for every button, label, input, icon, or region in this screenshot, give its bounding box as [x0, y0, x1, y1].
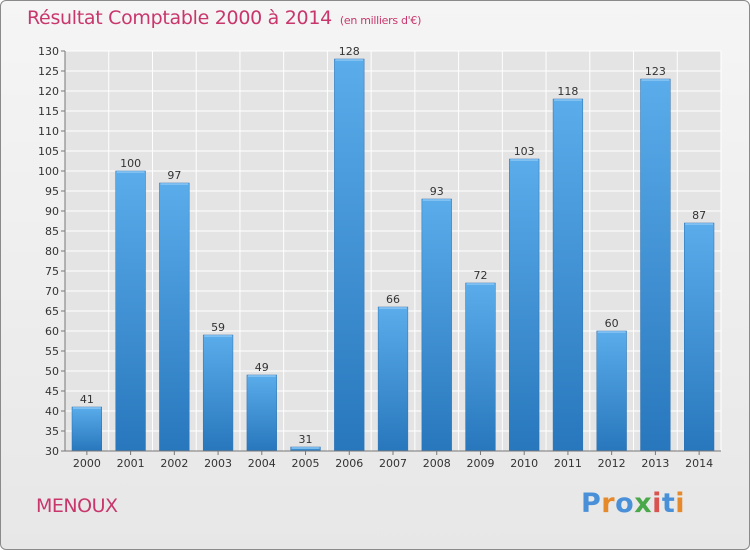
- x-tick-label-2002: 2002: [160, 457, 188, 470]
- value-label-2014: 87: [692, 209, 706, 222]
- value-label-2013: 123: [645, 65, 666, 78]
- bar-2012: [596, 330, 627, 452]
- x-tick-label-2010: 2010: [510, 457, 538, 470]
- chart-title: Résultat Comptable 2000 à 2014 (en millie…: [27, 7, 421, 29]
- x-tick-label-2013: 2013: [641, 457, 669, 470]
- bar-2000: [71, 406, 102, 452]
- bar-2003: [202, 334, 234, 452]
- y-tick-label-90: 90: [45, 205, 59, 218]
- y-tick-label-35: 35: [45, 425, 59, 438]
- chart-subtitle: (en milliers d'€): [339, 14, 422, 27]
- y-tick-label-40: 40: [45, 405, 59, 418]
- y-tick-label-45: 45: [45, 385, 59, 398]
- x-tick-label-2003: 2003: [204, 457, 232, 470]
- x-tick-label-2005: 2005: [292, 457, 320, 470]
- y-tick-label-130: 130: [38, 45, 59, 58]
- value-label-2009: 72: [473, 269, 487, 282]
- y-tick-label-50: 50: [45, 365, 59, 378]
- bar-2013: [640, 78, 671, 452]
- bar-2004: [246, 374, 277, 452]
- bar-2001: [115, 170, 146, 452]
- logo-letter-5: t: [661, 488, 676, 519]
- x-tick-label-2008: 2008: [423, 457, 451, 470]
- y-tick-label-65: 65: [45, 305, 59, 318]
- logo-letter-3: x: [634, 488, 653, 519]
- x-tick-label-2006: 2006: [335, 457, 363, 470]
- bar-2009: [465, 282, 496, 452]
- value-label-2003: 59: [211, 321, 225, 334]
- value-label-2000: 41: [80, 393, 94, 406]
- y-tick-label-125: 125: [38, 65, 59, 78]
- bar-2007: [377, 306, 409, 452]
- y-tick-label-80: 80: [45, 245, 59, 258]
- logo-letter-0: P: [581, 488, 602, 519]
- value-label-2002: 97: [167, 169, 181, 182]
- bar-2008: [421, 198, 452, 452]
- logo-letter-4: i: [652, 488, 662, 519]
- x-tick-label-2009: 2009: [466, 457, 494, 470]
- value-label-2012: 60: [605, 317, 619, 330]
- x-tick-label-2000: 2000: [73, 457, 101, 470]
- y-tick-label-120: 120: [38, 85, 59, 98]
- x-tick-label-2004: 2004: [248, 457, 276, 470]
- x-tick-label-2011: 2011: [554, 457, 582, 470]
- logo-letter-6: i: [675, 488, 686, 519]
- bars: [71, 58, 715, 452]
- y-tick-label-75: 75: [45, 265, 59, 278]
- bar-2010: [509, 158, 540, 452]
- value-label-2001: 100: [120, 157, 141, 170]
- commune-name: MENOUX: [36, 495, 118, 517]
- x-tick-label-2007: 2007: [379, 457, 407, 470]
- y-tick-label-55: 55: [45, 345, 59, 358]
- x-tick-label-2012: 2012: [598, 457, 626, 470]
- bar-2002: [159, 182, 190, 452]
- y-tick-label-105: 105: [38, 145, 59, 158]
- bar-2006: [334, 58, 365, 452]
- proxiti-logo: Proxiti: [581, 488, 685, 519]
- value-label-2007: 66: [386, 293, 400, 306]
- bar-2011: [552, 98, 584, 452]
- y-tick-label-30: 30: [45, 445, 59, 458]
- value-label-2008: 93: [430, 185, 444, 198]
- y-tick-label-115: 115: [38, 105, 59, 118]
- bar-2014: [684, 222, 715, 452]
- value-label-2006: 128: [339, 45, 360, 58]
- logo-letter-2: o: [615, 488, 635, 519]
- value-label-2004: 49: [255, 361, 269, 374]
- axes: [61, 50, 721, 455]
- value-label-2010: 103: [514, 145, 535, 158]
- y-tick-label-60: 60: [45, 325, 59, 338]
- value-label-2011: 118: [557, 85, 578, 98]
- x-tick-label-2001: 2001: [117, 457, 145, 470]
- x-tick-label-2014: 2014: [685, 457, 713, 470]
- y-tick-label-100: 100: [38, 165, 59, 178]
- logo-letter-1: r: [601, 488, 616, 519]
- y-tick-label-85: 85: [45, 225, 59, 238]
- y-tick-label-110: 110: [38, 125, 59, 138]
- y-tick-label-70: 70: [45, 285, 59, 298]
- labels: 30 35 40 45 50 55 60 65 70 75 80 85 90 95 100 105 110 115…: [38, 45, 713, 470]
- chart-title-text: Résultat Comptable 2000 à 2014: [27, 7, 332, 29]
- y-tick-label-95: 95: [45, 185, 59, 198]
- value-label-2005: 31: [299, 433, 313, 446]
